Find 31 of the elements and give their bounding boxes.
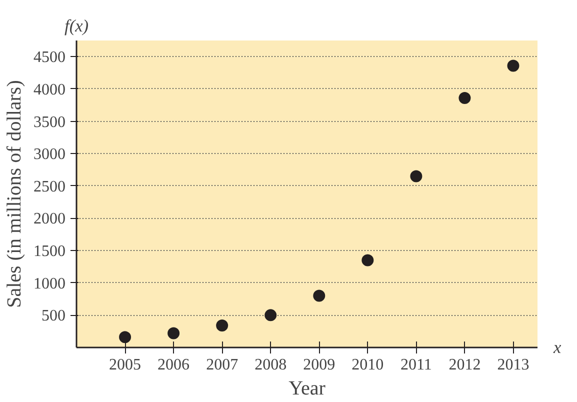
y-tick-label: 1500 [34,243,66,260]
point [362,254,374,266]
x-tick-label: 2005 [109,356,142,374]
y-tick-label: 2000 [34,210,66,228]
point [313,290,326,302]
point [264,309,277,322]
y-tick-label: 500 [42,308,66,325]
x-tick-label: 2006 [158,356,190,374]
point [216,320,228,332]
y-tick-label: 3500 [34,114,66,131]
y-tick-label: 2500 [34,178,66,196]
y-axis-title: Sales (in millions of dollars) [4,80,26,308]
text: x [552,338,562,357]
x-tick-label: 2008 [254,356,287,374]
point [410,170,422,182]
point [168,327,180,340]
point [458,92,471,104]
x-tick-label: 2012 [448,356,481,374]
y-tick-label: 3000 [34,146,66,164]
x-axis-title: Year [288,378,326,400]
x-tick-label: 2009 [303,356,336,374]
point [507,60,520,72]
text: f(x) [64,16,89,36]
y-tick-label: 1000 [34,275,66,292]
point [119,331,132,344]
y-tick-label: 4500 [34,49,66,66]
y-tick-label: 4000 [34,81,66,98]
x-tick-label: 2011 [400,356,432,374]
x-tick-label: 2010 [352,356,384,374]
x-tick-label: 2007 [206,356,238,374]
x-tick-label: 2013 [497,356,530,374]
